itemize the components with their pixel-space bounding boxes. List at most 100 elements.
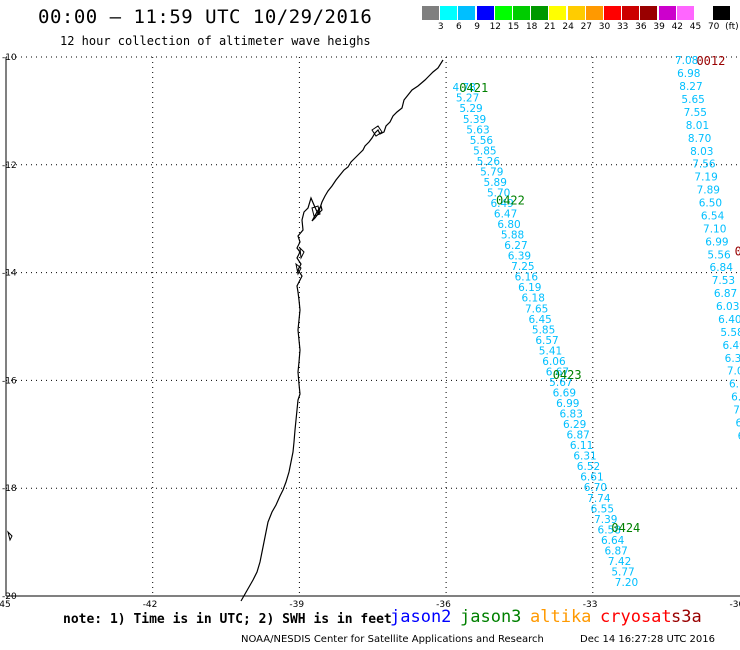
lat-tick-label: -20 xyxy=(2,592,17,602)
legend-label: 27 xyxy=(580,22,593,32)
track2-value: 6. xyxy=(738,430,740,442)
page-subtitle: 12 hour collection of altimeter wave hei… xyxy=(60,34,371,48)
pass-label: 0422 xyxy=(496,193,525,207)
track1-value: 5.85 xyxy=(473,145,496,157)
track1-value: 7.65 xyxy=(525,303,548,315)
lat-tick-label: -10 xyxy=(2,53,17,63)
track1-value: 5.70 xyxy=(487,187,510,199)
axis-tick-labels: -45 -42 -39 -36 -33 -30 -10 -12 -14 -16 -18 -20 xyxy=(0,53,740,610)
track1-value: 5.77 xyxy=(611,566,634,578)
track1-value: 6.99 xyxy=(556,398,579,410)
track1-value: 6.83 xyxy=(560,409,583,421)
legend-label: 70 xyxy=(707,22,720,32)
lon-tick-label: -36 xyxy=(436,600,451,610)
track2-value: 6.9 xyxy=(731,392,740,404)
footer-timestamp: Dec 14 16:27:28 UTC 2016 xyxy=(580,634,715,645)
track1-value: 6.18 xyxy=(522,293,545,305)
lat-tick-label: -14 xyxy=(2,269,17,279)
track1-value: 6.31 xyxy=(573,451,596,463)
track2-value: 5.65 xyxy=(681,94,704,106)
legend-swatch xyxy=(622,6,640,20)
track1-value: 6.67 xyxy=(546,366,569,378)
legend-swatch xyxy=(476,6,494,20)
legend-label: 42 xyxy=(671,22,684,32)
legend-swatch xyxy=(422,6,439,20)
track2-value: 7.89 xyxy=(697,185,720,197)
pass-label: 0012 xyxy=(696,54,725,68)
legend-altika: altika xyxy=(530,607,592,627)
track1-value: 7.74 xyxy=(587,493,611,505)
legend-swatch xyxy=(585,6,603,20)
track1-value: 7.25 xyxy=(511,261,534,273)
track2-value: 6.49 xyxy=(722,340,740,352)
track2-value: 5.56 xyxy=(707,249,731,261)
track2-value: 6.54 xyxy=(701,210,725,222)
track2-value: 6.87 xyxy=(714,288,737,300)
pass-labels: 0421 0422 0423 0424 0012 00 xyxy=(459,54,740,535)
track1-value: 5.89 xyxy=(484,177,507,189)
legend-swatch xyxy=(513,6,530,20)
legend-swatch xyxy=(494,6,512,20)
track1-value: 5.67 xyxy=(549,377,572,389)
lon-tick-label: -33 xyxy=(583,600,598,610)
track1-value: 5.26 xyxy=(477,156,501,168)
track1-value: 6.19 xyxy=(518,282,541,294)
legend-swatch xyxy=(713,6,731,20)
coastline-detail xyxy=(7,125,383,542)
legend-swatch xyxy=(640,6,658,20)
track2-value: 7.8 xyxy=(733,405,740,417)
track2-value: 7.19 xyxy=(694,172,717,184)
track1-value: 5.27 xyxy=(456,93,479,105)
track1-value: 6.39 xyxy=(508,251,531,263)
legend-swatch xyxy=(549,6,567,20)
legend-cryosat: cryosat xyxy=(600,607,672,627)
track1-value: 5.79 xyxy=(480,166,503,178)
note-text: note: 1) Time is in UTC; 2) SWH is in fe… xyxy=(63,612,392,627)
legend-label: (ft) xyxy=(725,22,739,32)
legend-swatch xyxy=(676,6,694,20)
track1-value: 6.29 xyxy=(563,419,586,431)
track1-value: 4.78 xyxy=(452,82,475,94)
legend-label: 6 xyxy=(456,22,462,32)
track2-value: 7.53 xyxy=(712,275,735,287)
track1-value: 7.20 xyxy=(615,577,638,589)
lon-tick-label: -30 xyxy=(730,600,740,610)
legend-label: 39 xyxy=(653,22,665,32)
legend-label: 15 xyxy=(507,22,520,32)
legend-label: 33 xyxy=(616,22,629,32)
track1-value: 6.87 xyxy=(566,430,589,442)
legend-label: 30 xyxy=(598,22,611,32)
track1-value: 6.61 xyxy=(580,472,603,484)
track2-value: 6.39 xyxy=(725,353,740,365)
pass-label: 00 xyxy=(735,245,740,259)
track1-value: 6.16 xyxy=(515,272,539,284)
track2-value: 7.55 xyxy=(684,107,707,119)
track1-value: 6.55 xyxy=(591,503,614,515)
track2-value: 8.27 xyxy=(679,81,702,93)
track1-value: 6.49 xyxy=(490,198,513,210)
legend-label: 24 xyxy=(562,22,574,32)
track1-value: 6.47 xyxy=(494,209,517,221)
track2-value: 8.03 xyxy=(690,146,713,158)
page-title: 00:00 — 11:59 UTC 10/29/2016 xyxy=(38,6,373,28)
legend-label: 21 xyxy=(544,22,556,32)
coastline xyxy=(240,59,444,602)
legend-swatch xyxy=(531,6,549,20)
track1-value: 5.63 xyxy=(466,124,489,136)
track1-value: 5.41 xyxy=(539,345,562,357)
track2-value: 6.99 xyxy=(705,236,728,248)
track1-value: 6.57 xyxy=(535,335,558,347)
satellite-tracks: 4.785.275.295.395.635.565.855.265.795.89… xyxy=(452,55,740,589)
pass-label: 0423 xyxy=(553,368,582,382)
track1-value: 6.87 xyxy=(604,545,627,557)
track2-value: 7.08 xyxy=(675,55,698,67)
track2-value: 6.84 xyxy=(710,262,734,274)
legend-label: 3 xyxy=(437,22,444,32)
map-grid xyxy=(5,56,740,597)
legend-label: 18 xyxy=(525,22,538,32)
track1-value: 6.70 xyxy=(584,482,607,494)
track2-value: 8.01 xyxy=(686,120,709,132)
track1-value: 7.39 xyxy=(594,514,617,526)
legend-swatch xyxy=(458,6,476,20)
